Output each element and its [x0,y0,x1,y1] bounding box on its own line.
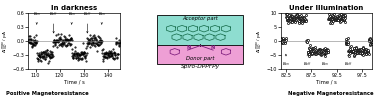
Text: Donor part: Donor part [186,56,215,60]
X-axis label: Time / s: Time / s [316,80,337,85]
Text: $B_{off}$: $B_{off}$ [50,11,58,33]
Title: Under Illumination: Under Illumination [290,5,364,11]
Text: $B_{on}$: $B_{on}$ [33,11,41,24]
Text: Negative Magnetoresistance: Negative Magnetoresistance [288,91,373,96]
Text: $B_{off}$: $B_{off}$ [83,11,91,33]
Text: Positive Magnetoresistance: Positive Magnetoresistance [6,91,88,96]
X-axis label: Time / s: Time / s [64,80,85,85]
Text: Acceptor part: Acceptor part [183,16,218,21]
Y-axis label: $\Delta I_{SD}^{max}$ / pA: $\Delta I_{SD}^{max}$ / pA [2,29,11,53]
Bar [157,45,243,64]
Text: $B_{on}$: $B_{on}$ [98,11,106,24]
Title: In darkness: In darkness [51,5,97,11]
Text: $B_{on}$: $B_{on}$ [68,11,76,24]
Text: Spiro-DPPFPy: Spiro-DPPFPy [181,64,220,69]
Bar [157,15,243,46]
Text: N: N [210,45,214,50]
Text: $B_{on}$: $B_{on}$ [282,54,290,68]
Text: N: N [186,45,191,50]
Y-axis label: $\Delta I_{SD}^{max}$ / pA: $\Delta I_{SD}^{max}$ / pA [256,29,265,53]
Text: $B_{on}$: $B_{on}$ [321,54,329,68]
Text: $B_{off}$: $B_{off}$ [304,54,312,68]
Text: $B_{off}$: $B_{off}$ [344,54,353,68]
